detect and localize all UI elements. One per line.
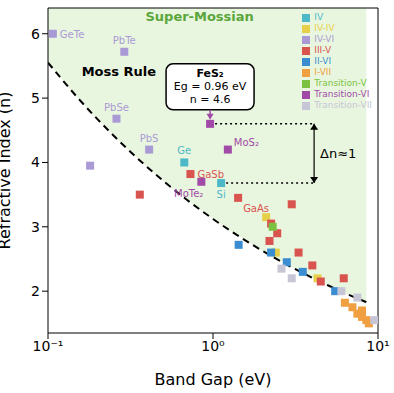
html-text:I-VII: I-VII (314, 67, 332, 77)
svg-text:PbS: PbS (140, 133, 159, 144)
svg-text:Refractive Index (n): Refractive Index (n) (8, 92, 14, 250)
html-text:Transition-VII: Transition-VII (314, 100, 372, 110)
svg-text:PbTe: PbTe (113, 35, 136, 46)
svg-text:10⁰: 10⁰ (201, 338, 225, 354)
svg-text:6: 6 (31, 26, 40, 42)
svg-text:Ge: Ge (177, 145, 191, 156)
svg-text:3: 3 (31, 219, 40, 235)
svg-text:4: 4 (31, 154, 40, 170)
svg-text:GaSb: GaSb (197, 169, 224, 180)
svg-text:2: 2 (31, 283, 40, 299)
html-text:Transition-V: Transition-V (314, 78, 367, 88)
svg-text:PbSe: PbSe (104, 102, 129, 113)
html-text:Transition-VI: Transition-VI (314, 89, 370, 99)
svg-text:Band Gap (eV): Band Gap (eV) (155, 370, 272, 389)
svg-text:10¹: 10¹ (366, 338, 386, 354)
svg-text:Eg = 0.96 eV: Eg = 0.96 eV (174, 80, 247, 93)
svg-text:GeTe: GeTe (60, 29, 84, 40)
html-text:IV-VI: IV-VI (314, 34, 335, 44)
html-text:IV: IV (314, 12, 324, 22)
svg-text:Super-Mossian: Super-Mossian (145, 9, 253, 24)
svg-text:Moss Rule: Moss Rule (82, 64, 157, 79)
svg-text:Si: Si (217, 189, 226, 200)
svg-text:FeS₂: FeS₂ (196, 67, 223, 80)
html-text:II-VI: II-VI (314, 56, 332, 66)
svg-text:GaAs: GaAs (243, 203, 269, 214)
svg-text:5: 5 (31, 90, 40, 106)
svg-text:10⁻¹: 10⁻¹ (33, 338, 64, 354)
svg-text:MoS₂: MoS₂ (234, 137, 259, 148)
svg-text:n = 4.6: n = 4.6 (190, 93, 231, 106)
svg-text:Δn≈1: Δn≈1 (320, 146, 356, 161)
svg-text:MoTe₂: MoTe₂ (174, 188, 203, 199)
html-text:IV-IV: IV-IV (314, 23, 335, 33)
html-text:III-V: III-V (314, 45, 332, 55)
